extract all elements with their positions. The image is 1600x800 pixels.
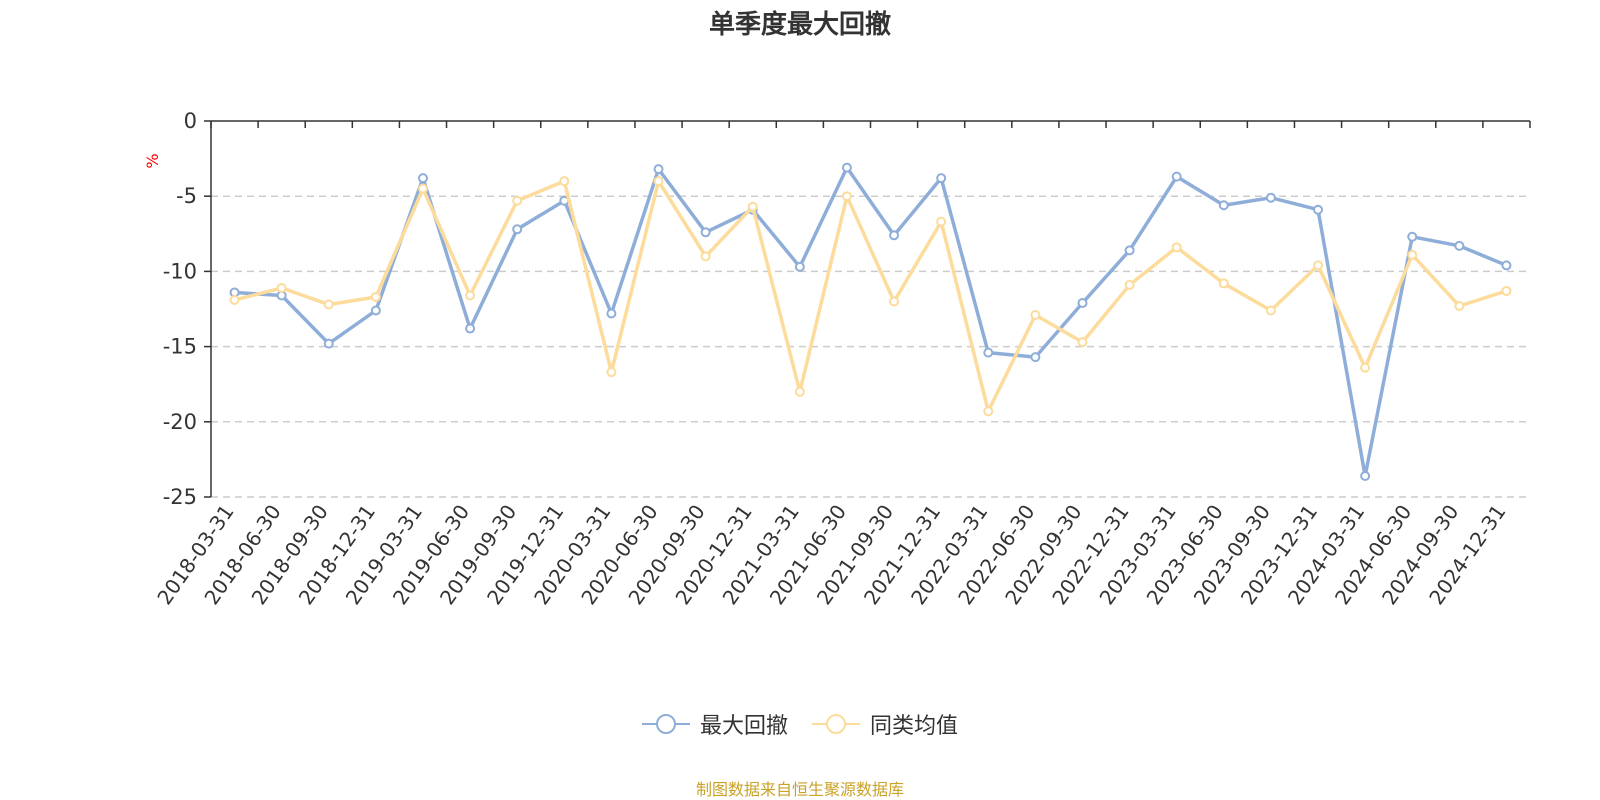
data-point (465, 323, 476, 334)
data-point (323, 299, 334, 310)
data-point (1124, 245, 1135, 256)
data-point (1218, 200, 1229, 211)
y-axis-label: % (143, 153, 162, 168)
y-tick-label: -10 (163, 259, 197, 283)
data-point (1313, 204, 1324, 215)
legend-item-series-1[interactable]: 最大回撤 (641, 708, 788, 740)
axis-labels: 0-5-10-15-20-252018-03-312018-06-302018-… (143, 109, 1511, 609)
axes (204, 120, 1531, 498)
data-point (606, 367, 617, 378)
legend-line-circle-icon (812, 714, 860, 734)
legend-item-series-2[interactable]: 同类均值 (812, 708, 958, 740)
y-tick-label: -20 (163, 410, 197, 434)
chart-title: 单季度最大回撤 (708, 10, 891, 40)
data-point (841, 162, 852, 173)
data-point (889, 296, 900, 307)
data-point (1171, 171, 1182, 182)
data-point (465, 290, 476, 301)
data-point (936, 216, 947, 227)
data-point (1077, 297, 1088, 308)
data-point (1265, 305, 1276, 316)
data-point (653, 164, 664, 175)
data-point (229, 294, 240, 305)
data-point (653, 176, 664, 187)
y-tick-label: 0 (184, 109, 197, 133)
data-point (417, 183, 428, 194)
series-1 (229, 162, 1512, 481)
data-point (1454, 240, 1465, 251)
data-point (1030, 310, 1041, 321)
data-point (700, 227, 711, 238)
data-point (323, 338, 334, 349)
data-point (1360, 470, 1371, 481)
series-line (234, 179, 1507, 414)
data-point (1171, 242, 1182, 253)
data-point (1313, 260, 1324, 271)
data-point (606, 308, 617, 319)
data-point (983, 406, 994, 417)
data-point (1077, 337, 1088, 348)
data-point (1030, 352, 1041, 363)
data-point (276, 282, 287, 293)
data-point (794, 386, 805, 397)
legend-label-series-1: 最大回撤 (699, 714, 788, 739)
data-point (1407, 249, 1418, 260)
data-point (794, 261, 805, 272)
data-point (1360, 362, 1371, 373)
grid-lines (211, 195, 1530, 498)
data-point (889, 230, 900, 241)
data-point (1124, 279, 1135, 290)
series-line (234, 165, 1508, 478)
y-tick-label: -25 (163, 485, 197, 509)
series-lines (229, 162, 1512, 481)
data-point (1501, 260, 1512, 271)
legend-line-circle-icon (641, 714, 690, 734)
legend-label-series-2: 同类均值 (870, 714, 959, 739)
data-point (370, 305, 381, 316)
legend: 最大回撤 同类均值 (0, 708, 1600, 740)
data-point (1501, 285, 1512, 296)
data-point (370, 291, 381, 302)
data-point (1265, 192, 1276, 203)
data-point (1218, 278, 1229, 289)
source-note: 制图数据来自恒生聚源数据库 (695, 780, 904, 799)
data-point (1454, 300, 1465, 311)
data-point (512, 195, 523, 206)
data-point (1407, 231, 1418, 242)
data-point (747, 201, 758, 212)
data-point (559, 176, 570, 187)
data-point (936, 173, 947, 184)
data-point (417, 173, 428, 184)
data-point (841, 191, 852, 202)
data-point (700, 251, 711, 262)
data-point (983, 347, 994, 358)
data-point (512, 224, 523, 235)
series-2 (229, 176, 1512, 417)
y-tick-label: -15 (163, 335, 197, 359)
y-tick-label: -5 (176, 184, 197, 208)
